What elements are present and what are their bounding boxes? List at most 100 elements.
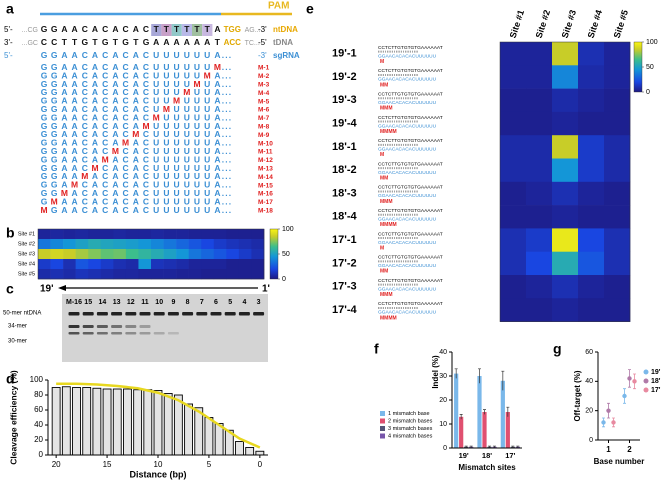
mismatch: M	[380, 59, 384, 65]
base: G	[51, 71, 58, 81]
guide-seq: GGAACACACACUUUUUU	[378, 100, 437, 106]
base: U	[174, 87, 180, 97]
site-label: Site #1	[18, 231, 35, 237]
base: C	[51, 37, 57, 47]
row-label: 19'-4	[332, 117, 358, 129]
base: U	[194, 163, 200, 173]
heat-cell	[125, 229, 139, 240]
base: U	[184, 50, 190, 60]
heat-cell	[526, 181, 553, 206]
row-label: M-13	[258, 166, 273, 173]
heat-cell	[578, 275, 605, 299]
base: T	[164, 24, 170, 34]
base: .	[222, 171, 224, 181]
heat-cell	[500, 205, 527, 229]
base: C	[82, 79, 88, 89]
heat-cell	[500, 88, 527, 113]
mismatch: MM	[380, 82, 388, 88]
heat-cell	[188, 269, 202, 280]
pam-title: PAM	[268, 1, 289, 12]
y-axis-label: Cleavage efficiency (%)	[8, 370, 18, 465]
x-tick-label: 2	[627, 445, 632, 454]
base-highlight	[151, 24, 162, 36]
base: U	[163, 96, 169, 106]
sequence: G G A A M A C A C A C U U U U U U A...	[41, 171, 231, 181]
base: U	[204, 87, 210, 97]
base: .	[229, 188, 231, 198]
heat-cell	[50, 229, 64, 240]
y-tick-label: 40	[439, 349, 447, 356]
heat-cell	[604, 205, 631, 229]
base: C	[82, 163, 88, 173]
base: T	[133, 37, 139, 47]
heat-cell	[604, 228, 631, 252]
base: U	[153, 188, 159, 198]
heat-cell	[604, 181, 631, 206]
base: A	[72, 50, 78, 60]
target-seq: CCTCTTGTGTGTGAAAAAAT	[378, 301, 443, 307]
heat-cell	[188, 249, 202, 260]
heat-cell	[552, 135, 579, 159]
strand-name: tDNA	[273, 38, 293, 47]
bar	[112, 388, 122, 456]
base: C	[82, 197, 88, 207]
heat-cell	[526, 228, 553, 252]
base: G	[51, 104, 58, 114]
base: U	[204, 104, 210, 114]
heat-cell	[552, 181, 579, 206]
base: U	[204, 138, 210, 148]
legend-swatch	[380, 426, 385, 431]
bar	[184, 403, 193, 456]
base: U	[204, 129, 210, 139]
base: U	[174, 71, 180, 81]
base: .	[229, 146, 231, 156]
guide-seq: GGAACACACACUUUUUU	[378, 193, 437, 199]
base: U	[163, 188, 169, 198]
base: A	[92, 24, 98, 34]
base: .	[222, 197, 224, 207]
base: U	[174, 50, 180, 60]
base: .	[222, 180, 224, 190]
x-axis-label: Mismatch sites	[458, 463, 516, 472]
heat-cell	[75, 249, 89, 260]
base: U	[174, 180, 180, 190]
base: A	[72, 96, 78, 106]
base: M	[142, 121, 149, 131]
base: A	[214, 87, 220, 97]
base: .	[229, 71, 231, 81]
base: A	[214, 163, 220, 173]
x-axis-label: Base number	[594, 457, 645, 466]
base: T	[154, 24, 160, 34]
base: .	[225, 79, 227, 89]
base: C	[102, 24, 108, 34]
gel-band	[139, 332, 151, 335]
legend-label: 19'	[651, 369, 661, 376]
base: A	[92, 87, 98, 97]
base: U	[163, 138, 169, 148]
heat-cell	[88, 249, 102, 260]
heat-cell	[500, 275, 527, 299]
base: U	[194, 188, 200, 198]
heat-cell	[188, 239, 202, 250]
base: G	[41, 163, 48, 173]
sequence: G G A A C A C A C A C U U U U U U M...	[41, 62, 231, 72]
base: M	[71, 180, 78, 190]
heat-cell	[578, 251, 605, 276]
base: A	[214, 146, 220, 156]
colorbar-tick-label: 50	[646, 64, 654, 71]
row-label: 19'-2	[332, 71, 357, 83]
base: .	[225, 87, 227, 97]
base: G	[51, 87, 58, 97]
base: .	[225, 188, 227, 198]
base: .	[225, 62, 227, 72]
heat-cell	[38, 229, 51, 240]
base: G	[51, 146, 58, 156]
heat-cell	[75, 229, 89, 240]
base: .	[229, 180, 231, 190]
colorbar-tick-label: 100	[282, 226, 294, 233]
strand-upstream: ...CG	[22, 27, 38, 34]
base: C	[143, 113, 149, 123]
point	[627, 376, 632, 381]
base: A	[133, 138, 139, 148]
heat-cell	[604, 298, 631, 322]
